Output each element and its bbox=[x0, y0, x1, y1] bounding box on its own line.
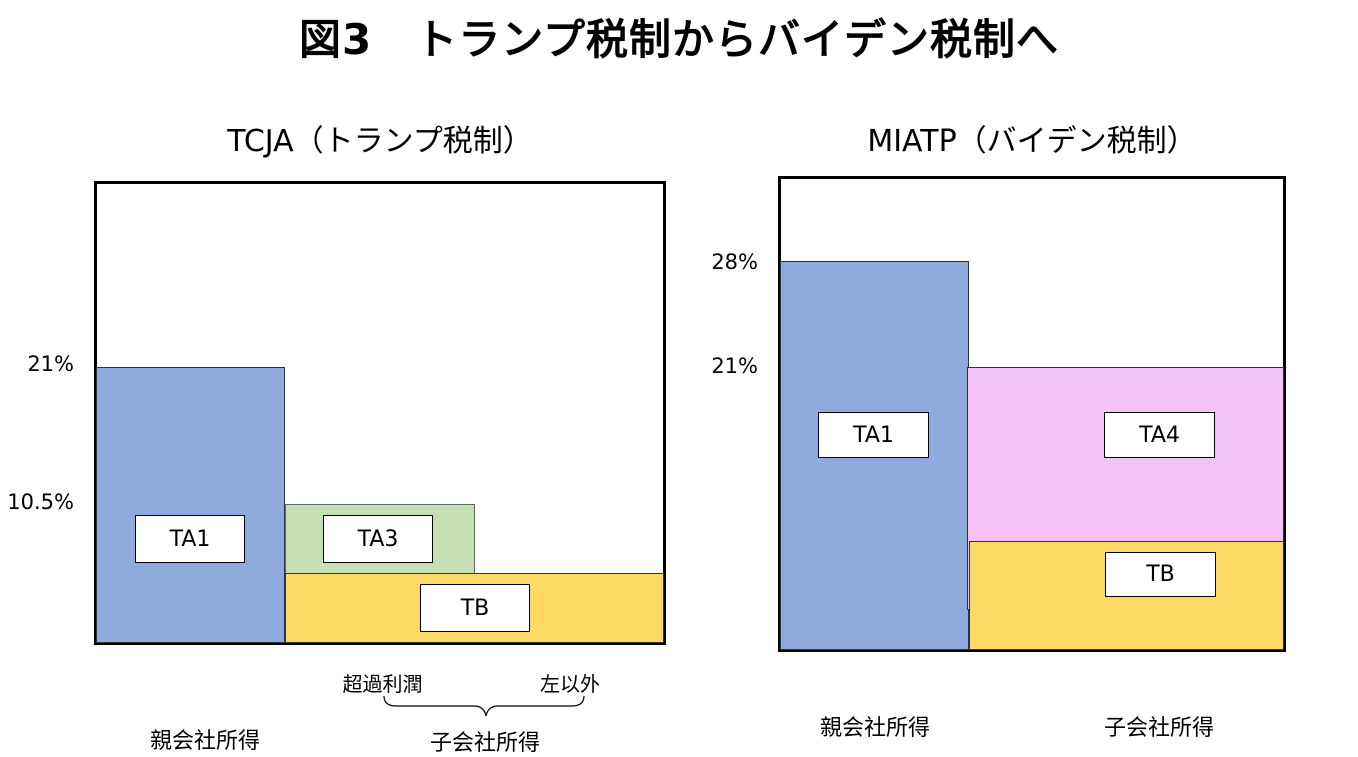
miatp-parent-income-caption: 親会社所得 bbox=[819, 716, 930, 741]
miatp-subtitle: MIATP（バイデン税制） bbox=[867, 124, 1197, 159]
miatp-tb-label: TB bbox=[1105, 552, 1216, 597]
tcja-excess-profit-caption: 超過利潤 bbox=[342, 672, 423, 696]
tcja-rate-21: 21% bbox=[27, 352, 74, 376]
tcja-subtitle: TCJA（トランプ税制） bbox=[227, 124, 533, 159]
tcja-ta1-label: TA1 bbox=[135, 515, 245, 563]
miatp-ta1-label: TA1 bbox=[818, 412, 929, 458]
tcja-parent-block bbox=[96, 367, 285, 643]
tcja-subsidiary-income-caption: 子会社所得 bbox=[429, 731, 540, 756]
miatp-rate-21: 21% bbox=[711, 354, 758, 378]
miatp-subsidiary-income-caption: 子会社所得 bbox=[1103, 716, 1214, 741]
tcja-other-caption: 左以外 bbox=[540, 672, 600, 696]
tcja-ta3-label: TA3 bbox=[323, 515, 433, 563]
tcja-parent-income-caption: 親会社所得 bbox=[149, 729, 260, 754]
subsidiary-brace bbox=[383, 695, 585, 717]
figure-title: 図3 トランプ税制からバイデン税制へ bbox=[299, 15, 1059, 64]
tcja-rate-10-5: 10.5% bbox=[7, 490, 74, 514]
tcja-tb-label: TB bbox=[420, 584, 530, 632]
miatp-ta4-label: TA4 bbox=[1104, 412, 1215, 458]
miatp-rate-28: 28% bbox=[711, 250, 758, 274]
